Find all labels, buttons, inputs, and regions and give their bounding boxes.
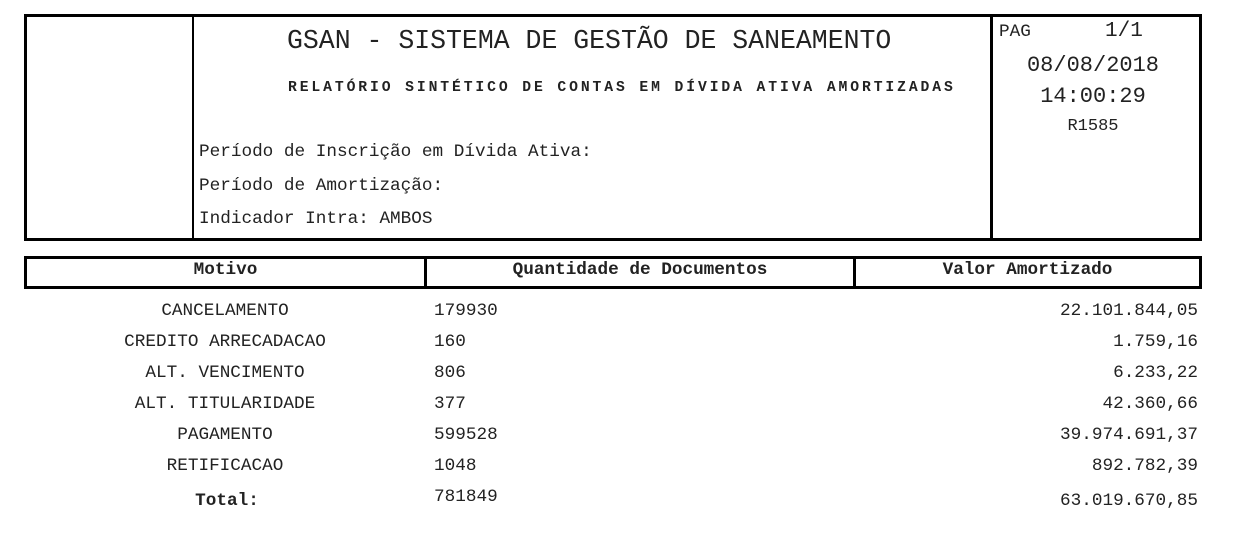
divider — [853, 256, 856, 289]
page-number: 1/1 — [1105, 20, 1143, 43]
total-valor: 63.019.670,85 — [1060, 491, 1198, 511]
filter-amortization-period: Período de Amortização: — [199, 176, 444, 196]
filter-intra-indicator: Indicador Intra: AMBOS — [199, 209, 433, 229]
filter-inscription-period: Período de Inscrição em Dívida Ativa: — [199, 142, 592, 162]
row-motivo: PAGAMENTO — [177, 425, 273, 445]
row-valor: 892.782,39 — [1091, 456, 1198, 476]
total-label: Total: — [195, 491, 259, 511]
column-header-valor: Valor Amortizado — [942, 260, 1113, 280]
total-quantidade: 781849 — [434, 487, 498, 507]
row-quantidade: 377 — [434, 394, 466, 414]
row-valor: 1.759,16 — [1113, 332, 1198, 352]
page-label: PAG — [999, 22, 1031, 42]
row-valor: 39.974.691,37 — [1060, 425, 1198, 445]
divider — [424, 256, 427, 289]
row-motivo: CANCELAMENTO — [161, 301, 289, 321]
column-header-motivo: Motivo — [193, 260, 258, 280]
column-header-quantidade: Quantidade de Documentos — [512, 260, 768, 280]
row-quantidade: 1048 — [434, 456, 477, 476]
report-title: RELATÓRIO SINTÉTICO DE CONTAS EM DÍVIDA … — [288, 80, 956, 96]
row-motivo: ALT. TITULARIDADE — [134, 394, 316, 414]
report-time: 14:00:29 — [1040, 84, 1146, 109]
row-motivo: CREDITO ARRECADACAO — [124, 332, 326, 352]
report-system-title: GSAN - SISTEMA DE GESTÃO DE SANEAMENTO — [287, 26, 892, 56]
report-header — [24, 14, 1202, 241]
report-code: R1585 — [1067, 117, 1119, 136]
report-date: 08/08/2018 — [1026, 53, 1160, 78]
row-motivo: RETIFICACAO — [166, 456, 284, 476]
divider — [990, 14, 993, 241]
row-quantidade: 160 — [434, 332, 466, 352]
row-valor: 22.101.844,05 — [1060, 301, 1198, 321]
row-valor: 6.233,22 — [1113, 363, 1198, 383]
row-quantidade: 599528 — [434, 425, 498, 445]
row-quantidade: 179930 — [434, 301, 498, 321]
row-motivo: ALT. VENCIMENTO — [145, 363, 305, 383]
table-header — [24, 256, 1202, 289]
row-valor: 42.360,66 — [1102, 394, 1198, 414]
divider — [192, 14, 194, 241]
row-quantidade: 806 — [434, 363, 466, 383]
